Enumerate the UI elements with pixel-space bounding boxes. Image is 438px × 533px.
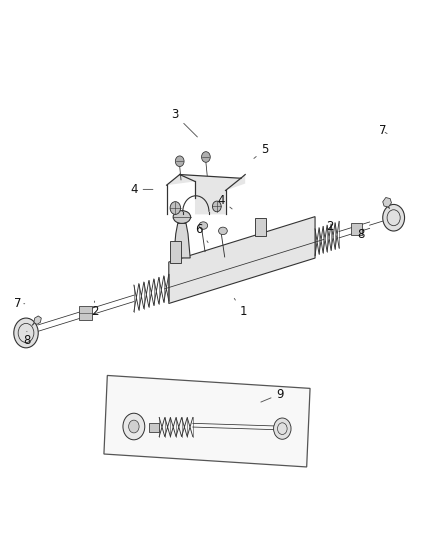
Text: 7: 7 — [379, 124, 387, 138]
Circle shape — [170, 201, 180, 214]
Circle shape — [175, 156, 184, 166]
Circle shape — [129, 420, 139, 433]
Circle shape — [274, 418, 291, 439]
Polygon shape — [383, 198, 392, 207]
Polygon shape — [166, 174, 245, 214]
Text: 8: 8 — [357, 228, 364, 241]
Circle shape — [383, 205, 405, 231]
Ellipse shape — [219, 227, 227, 235]
Ellipse shape — [173, 211, 191, 223]
Text: 9: 9 — [261, 387, 284, 402]
Polygon shape — [149, 423, 159, 432]
Polygon shape — [173, 223, 190, 258]
Polygon shape — [104, 375, 310, 467]
Text: 3: 3 — [172, 109, 198, 137]
Text: 5: 5 — [254, 143, 268, 158]
Text: 2: 2 — [327, 220, 337, 237]
Polygon shape — [34, 316, 41, 325]
Polygon shape — [79, 306, 92, 320]
Polygon shape — [170, 241, 180, 263]
Circle shape — [212, 201, 221, 212]
Text: 6: 6 — [196, 223, 208, 243]
Polygon shape — [351, 223, 362, 235]
Circle shape — [201, 152, 210, 163]
Circle shape — [123, 413, 145, 440]
Text: 2: 2 — [91, 301, 98, 318]
Polygon shape — [255, 217, 266, 236]
Text: 4: 4 — [130, 183, 153, 196]
Text: 4: 4 — [217, 193, 232, 209]
Text: 1: 1 — [234, 298, 247, 318]
Polygon shape — [169, 216, 315, 303]
Text: 7: 7 — [14, 297, 25, 310]
Text: 8: 8 — [23, 332, 31, 348]
Ellipse shape — [199, 222, 208, 229]
Circle shape — [14, 318, 38, 348]
